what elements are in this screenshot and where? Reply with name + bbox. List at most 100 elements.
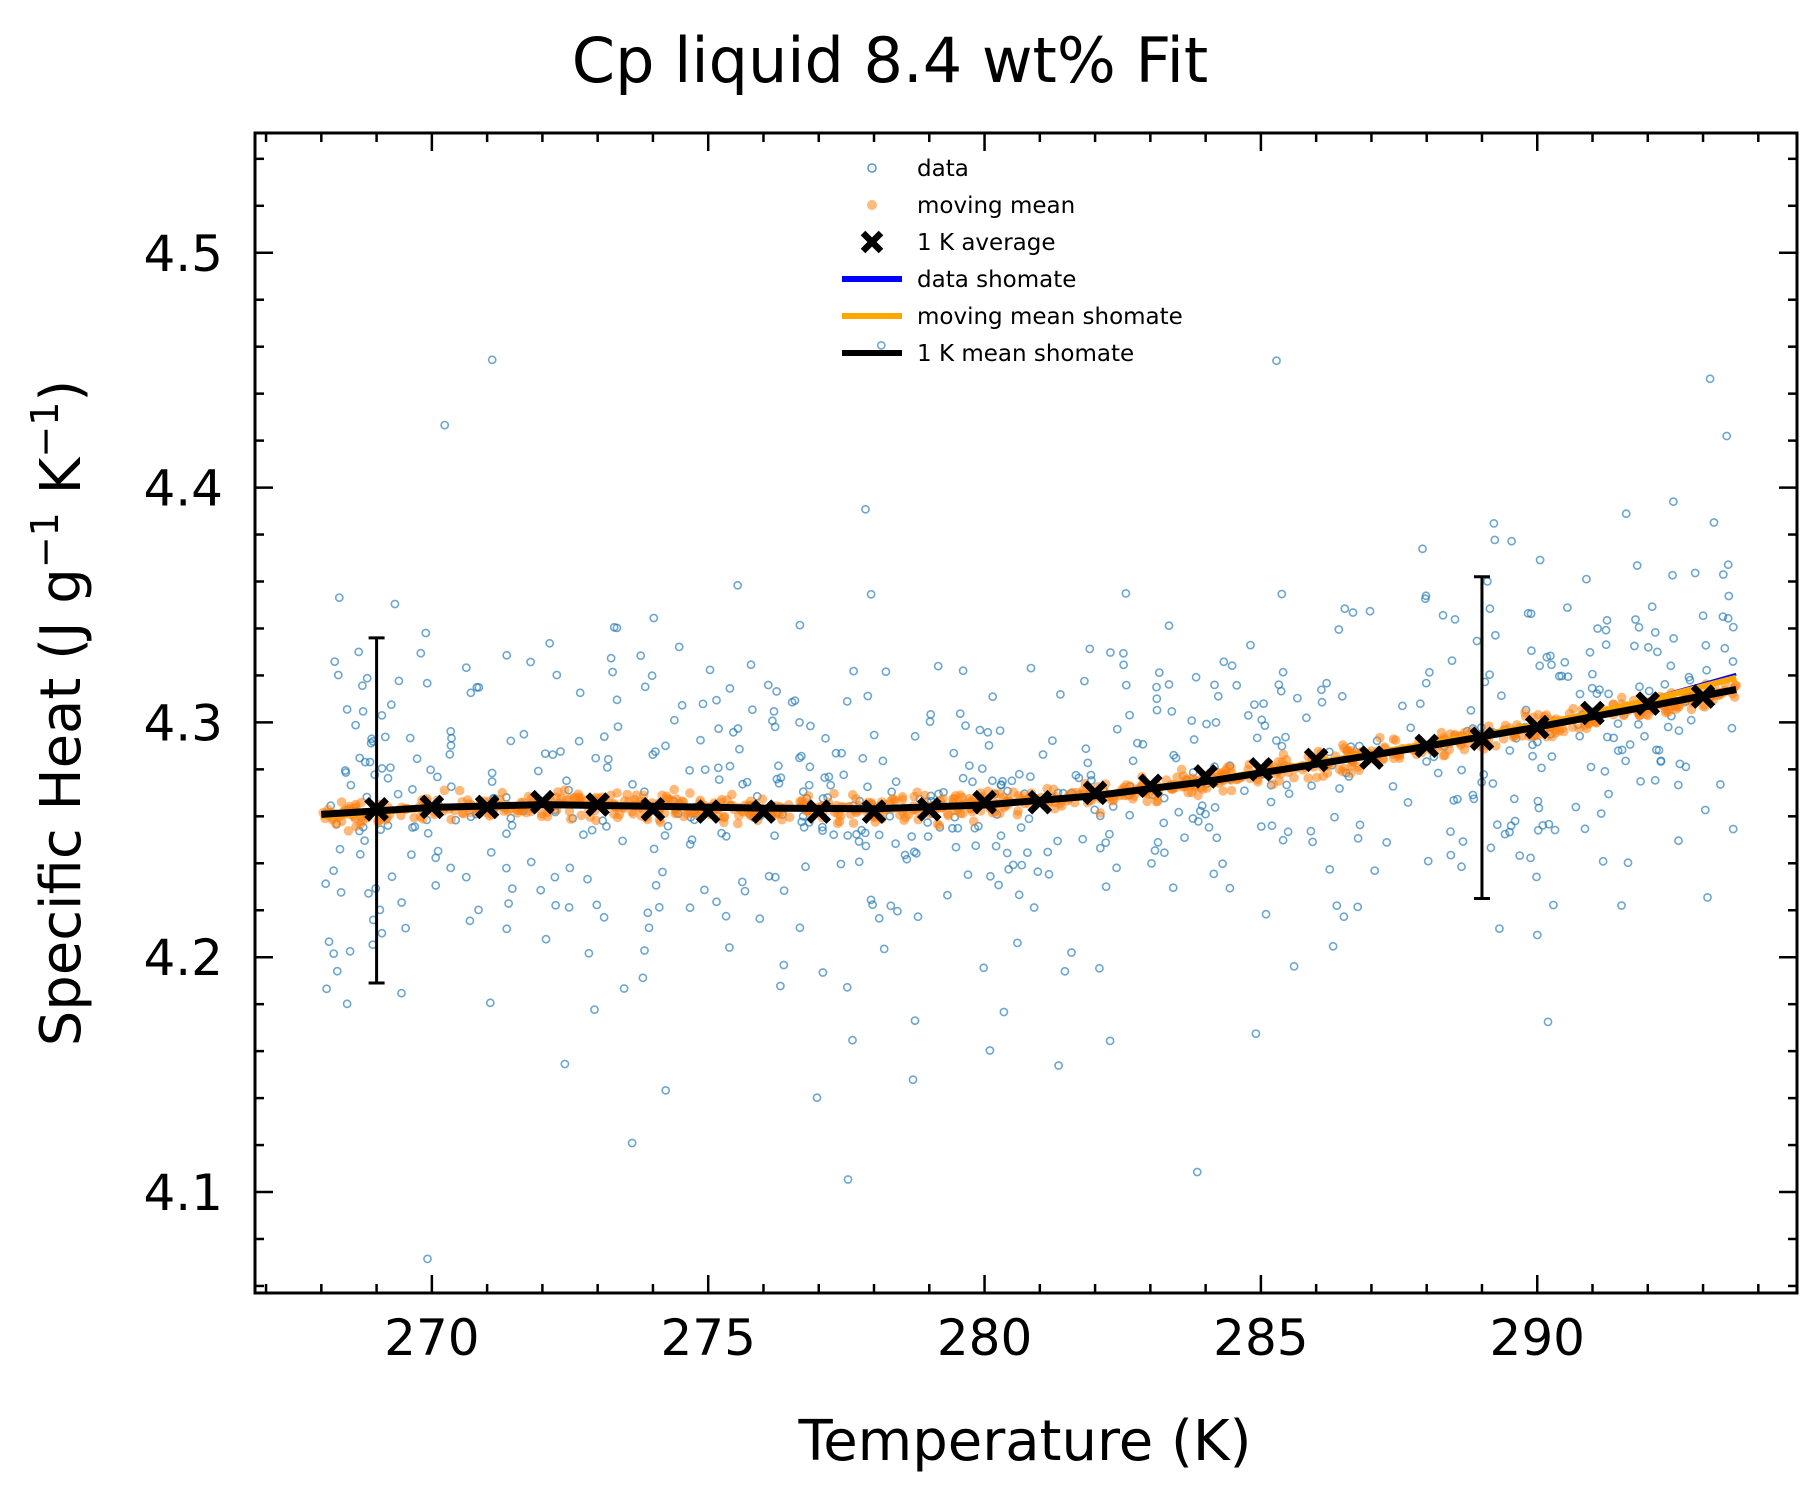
legend: data moving mean 1 K average data shomate mo… [842, 156, 1183, 367]
data-point [1276, 686, 1286, 696]
data-point [674, 642, 684, 652]
data-point [1490, 535, 1500, 545]
moving-mean-point [784, 812, 795, 822]
data-point [661, 741, 670, 751]
data-point [1433, 768, 1443, 778]
data-point [324, 937, 334, 947]
moving-mean-point [1095, 808, 1106, 818]
data-point [1723, 560, 1733, 570]
data-point [380, 732, 390, 742]
data-point [564, 903, 574, 912]
data-point [933, 661, 943, 671]
data-point [342, 705, 352, 714]
data-point [651, 747, 660, 756]
legend-marker-moving-mean [867, 200, 877, 210]
data-point [1119, 648, 1128, 658]
moving-mean-point [564, 806, 575, 817]
data-point [355, 753, 365, 763]
data-point [1716, 780, 1725, 789]
data-point [552, 670, 562, 680]
data-point [1095, 843, 1105, 853]
data-point [1425, 667, 1434, 677]
data-point [1277, 589, 1287, 599]
legend-label: data shomate [917, 267, 1076, 293]
data-point [963, 870, 973, 880]
data-point [1653, 647, 1662, 657]
data-point [1491, 630, 1500, 640]
data-point [1485, 604, 1495, 614]
data-point [687, 835, 697, 845]
y-tick-label: 4.5 [143, 225, 223, 283]
data-point [385, 763, 395, 772]
data-point [1632, 561, 1642, 570]
data-point [907, 832, 917, 841]
data-point [329, 866, 338, 876]
avg-marker [1580, 700, 1605, 726]
moving-mean-point [446, 814, 457, 825]
data-point [770, 831, 779, 840]
data-point [1033, 867, 1043, 877]
data-point [1593, 624, 1602, 633]
data-point [355, 849, 365, 859]
data-point [446, 782, 456, 792]
data-point [636, 651, 646, 661]
data-point [1282, 780, 1292, 790]
data-point [1060, 966, 1070, 976]
avg-marker [640, 796, 666, 822]
avg-marker [1027, 789, 1053, 815]
moving-mean-point [832, 818, 843, 829]
data-point [1029, 903, 1039, 912]
data-point [590, 1005, 599, 1014]
data-point [714, 775, 724, 784]
moving-mean-point [685, 788, 695, 798]
data-point [661, 1086, 671, 1095]
data-point [733, 724, 743, 733]
data-point [1709, 518, 1719, 527]
moving-mean-point [1056, 801, 1067, 811]
data-point [1723, 613, 1733, 623]
data-point [1479, 770, 1489, 779]
data-point [698, 699, 708, 709]
data-point [748, 705, 757, 715]
data-point [988, 692, 998, 702]
data-point [1038, 750, 1048, 759]
moving-mean-point [454, 785, 465, 796]
data-point [1004, 864, 1013, 874]
x-tick-label: 270 [384, 1309, 479, 1367]
data-point [1197, 801, 1207, 811]
moving-mean-point [1273, 756, 1284, 767]
data-point [910, 1016, 920, 1025]
data-point [951, 842, 961, 852]
x-tick-label: 280 [937, 1309, 1032, 1367]
data-point [820, 773, 830, 783]
data-point [746, 660, 756, 670]
data-point [627, 1138, 637, 1148]
data-point [387, 872, 397, 882]
data-point [977, 764, 987, 773]
data-point [1617, 745, 1627, 755]
y-axis-title-part: K [29, 456, 94, 512]
data-point [1138, 739, 1148, 749]
data-point [423, 828, 433, 838]
data-point [983, 727, 993, 737]
data-point [351, 720, 360, 730]
data-point [1535, 555, 1545, 565]
data-point [696, 735, 705, 745]
data-point [466, 688, 476, 698]
data-point [619, 984, 629, 993]
avg-marker [1524, 714, 1550, 740]
moving-mean-point [1617, 692, 1627, 703]
data-point [474, 683, 484, 692]
moving-mean-point [1172, 772, 1182, 782]
data-point [1056, 690, 1065, 699]
data-point [1007, 776, 1017, 786]
data-point [806, 721, 815, 731]
data-point [1210, 680, 1219, 690]
data-point [502, 650, 512, 660]
data-point [461, 872, 471, 882]
data-point [407, 784, 417, 794]
data-point [1526, 853, 1535, 863]
data-point [829, 830, 839, 840]
data-point [843, 831, 853, 840]
